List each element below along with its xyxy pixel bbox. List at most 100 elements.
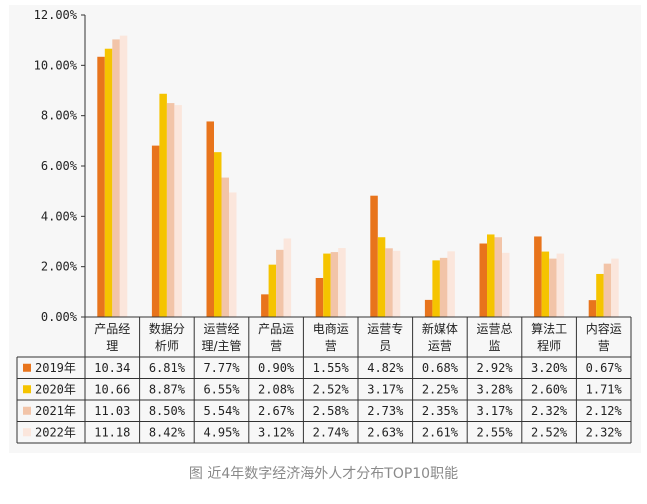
- y-tick-label: 2.00%: [41, 260, 78, 274]
- y-tick-label: 6.00%: [41, 159, 78, 173]
- legend-swatch: [23, 428, 31, 437]
- data-label: 2.92%: [476, 361, 513, 375]
- data-label: 4.95%: [203, 425, 240, 439]
- data-label: 2.52%: [531, 425, 568, 439]
- bar: [502, 252, 510, 317]
- category-label: 程师: [537, 338, 561, 353]
- category-label: 员: [379, 339, 391, 353]
- bar: [159, 93, 167, 317]
- category-label: 运营经: [203, 322, 239, 336]
- data-label: 1.71%: [586, 382, 623, 396]
- data-label: 10.66: [94, 382, 130, 396]
- bar: [104, 48, 113, 318]
- data-label: 2.12%: [586, 404, 623, 418]
- bar: [97, 56, 105, 317]
- category-label: 数据分: [149, 321, 185, 336]
- data-label: 3.20%: [531, 361, 568, 375]
- bar: [338, 248, 346, 317]
- category-label: 营: [270, 339, 282, 353]
- bar: [221, 177, 229, 317]
- bar: [214, 152, 222, 317]
- bar: [424, 299, 433, 317]
- data-label: 3.28%: [476, 382, 513, 396]
- data-label: 1.55%: [313, 361, 350, 375]
- category-label: 运营总: [476, 322, 512, 336]
- bar: [330, 252, 339, 317]
- data-label: 2.67%: [258, 404, 295, 418]
- bar: [174, 105, 182, 317]
- data-label: 2.25%: [422, 382, 459, 396]
- category-label: 理: [106, 339, 118, 353]
- category-label: 新媒体: [422, 321, 458, 336]
- bar: [432, 260, 440, 317]
- bar: [323, 253, 331, 317]
- legend-swatch: [23, 406, 31, 415]
- bar: [370, 195, 378, 317]
- bar: [315, 277, 324, 317]
- legend-label: 2021年: [35, 404, 76, 418]
- data-label: 6.55%: [203, 382, 240, 396]
- category-label: 算法工: [531, 321, 567, 336]
- bar: [385, 248, 393, 317]
- bar: [549, 258, 557, 317]
- data-label: 5.54%: [203, 404, 240, 418]
- bar: [206, 121, 214, 317]
- data-label: 8.87%: [149, 382, 186, 396]
- bar: [268, 264, 277, 317]
- data-label: 2.73%: [367, 404, 404, 418]
- data-label: 2.60%: [531, 382, 568, 396]
- data-label: 2.32%: [586, 425, 623, 439]
- bar: [479, 243, 487, 317]
- y-tick-label: 0.00%: [41, 310, 78, 324]
- bar: [392, 250, 401, 317]
- bar: [611, 258, 619, 317]
- bar: [119, 35, 128, 318]
- data-label: 0.90%: [258, 361, 295, 375]
- data-label: 11.03: [94, 404, 130, 418]
- bar: [439, 257, 448, 317]
- data-label: 2.74%: [313, 425, 350, 439]
- data-label: 0.68%: [422, 361, 459, 375]
- data-label: 7.77%: [203, 361, 240, 375]
- bar: [494, 237, 502, 317]
- legend-label: 2019年: [35, 361, 76, 375]
- bar: [261, 294, 269, 317]
- data-label: 6.81%: [149, 361, 186, 375]
- bar: [377, 237, 386, 317]
- data-label: 3.17%: [367, 382, 404, 396]
- data-label: 11.18: [94, 425, 130, 439]
- category-label: 产品运: [258, 322, 294, 336]
- figure-caption: 图 近4年数字经济海外人才分布TOP10职能: [188, 466, 459, 482]
- legend-label: 2020年: [35, 382, 76, 396]
- bar: [447, 251, 455, 317]
- data-label: 2.61%: [422, 425, 459, 439]
- data-label: 2.55%: [476, 425, 513, 439]
- category-label: 运营: [428, 339, 452, 353]
- chart-panel: 0.00% 2.00% 4.00% 6.00% 8.00% 10.00% 12.00% 产品经…: [9, 5, 641, 453]
- legend-label: 2022年: [35, 425, 76, 439]
- bar: [556, 253, 565, 317]
- data-label: 4.82%: [367, 361, 404, 375]
- category-label: 产品经: [94, 322, 130, 336]
- data-label: 2.58%: [313, 404, 350, 418]
- data-label: 3.12%: [258, 425, 295, 439]
- y-tick-label: 4.00%: [41, 209, 78, 223]
- data-label: 2.63%: [367, 425, 404, 439]
- bar: [151, 145, 160, 317]
- data-label: 2.35%: [422, 404, 459, 418]
- category-label: 内容运: [586, 321, 622, 336]
- category-label: 营: [598, 339, 610, 353]
- y-tick-label: 12.00%: [34, 8, 78, 22]
- bar: [283, 238, 292, 317]
- y-tick-label: 8.00%: [41, 109, 78, 123]
- category-label: 理/主管: [201, 338, 241, 353]
- legend-swatch: [23, 363, 31, 372]
- data-label: 2.08%: [258, 382, 295, 396]
- legend-swatch: [23, 385, 31, 394]
- bar: [596, 273, 604, 317]
- category-label: 运营专: [367, 321, 403, 336]
- data-label: 2.32%: [531, 404, 568, 418]
- bar: [166, 103, 175, 317]
- bar: [541, 251, 550, 317]
- data-label: 0.67%: [586, 361, 623, 375]
